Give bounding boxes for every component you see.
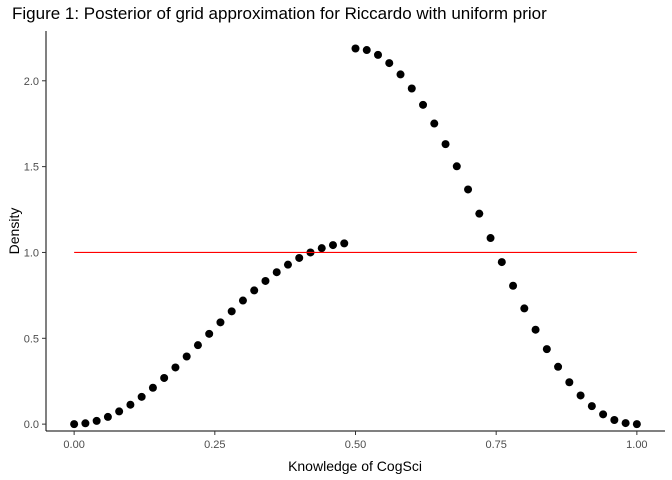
- axes: [45, 31, 665, 432]
- data-point: [610, 416, 619, 425]
- data-point: [464, 185, 473, 194]
- data-point: [92, 416, 101, 425]
- data-point: [171, 363, 180, 372]
- data-point: [554, 362, 563, 371]
- data-point: [182, 352, 191, 361]
- data-point: [250, 286, 259, 295]
- data-point: [216, 318, 225, 327]
- data-point: [70, 420, 79, 429]
- data-point: [632, 420, 641, 429]
- y-axis-title: Density: [6, 208, 22, 255]
- data-point: [272, 268, 281, 277]
- x-tick-label: 1.00: [626, 439, 647, 451]
- data-point: [340, 239, 349, 248]
- x-axis-title: Knowledge of CogSci: [288, 458, 422, 474]
- x-tick-label: 0.25: [204, 439, 225, 451]
- data-point: [283, 260, 292, 269]
- data-point: [576, 391, 585, 400]
- data-point: [497, 258, 506, 267]
- data-point: [261, 276, 270, 285]
- data-point: [486, 234, 495, 243]
- data-point: [295, 253, 304, 262]
- data-point: [385, 59, 394, 68]
- y-tick-label: 0.5: [24, 333, 39, 345]
- posterior-curve: [70, 44, 641, 429]
- data-point: [407, 84, 416, 93]
- data-point: [317, 244, 326, 253]
- y-tick-label: 0.0: [24, 419, 39, 431]
- data-point: [362, 46, 371, 55]
- data-point: [148, 383, 157, 392]
- data-point: [115, 407, 124, 416]
- data-point: [509, 281, 518, 290]
- data-point: [531, 325, 540, 334]
- x-tick-label: 0.00: [63, 439, 84, 451]
- data-point: [193, 341, 202, 350]
- data-point: [565, 378, 574, 387]
- data-point: [374, 50, 383, 59]
- data-point: [599, 410, 608, 419]
- data-point: [160, 373, 169, 382]
- chart-title: Figure 1: Posterior of grid approximatio…: [12, 4, 547, 23]
- data-point: [452, 162, 461, 171]
- data-point: [621, 419, 630, 428]
- data-point: [227, 307, 236, 316]
- data-point: [441, 140, 450, 149]
- data-point: [542, 345, 551, 354]
- data-point: [430, 119, 439, 128]
- data-point: [419, 100, 428, 109]
- data-point: [126, 400, 135, 409]
- data-point: [475, 209, 484, 218]
- y-tick-label: 2.0: [24, 76, 39, 88]
- data-point: [351, 44, 360, 53]
- data-point: [328, 241, 337, 250]
- x-tick-label: 0.50: [345, 439, 366, 451]
- x-tick-label: 0.75: [485, 439, 506, 451]
- data-point: [238, 296, 247, 305]
- data-point: [137, 392, 146, 401]
- data-point: [103, 412, 112, 421]
- y-tick-label: 1.5: [24, 162, 39, 174]
- data-point: [520, 304, 529, 313]
- y-tick-label: 1.0: [24, 247, 39, 259]
- data-point: [81, 419, 90, 428]
- data-point: [205, 329, 214, 338]
- data-point: [587, 402, 596, 411]
- y-ticks: 0.0 0.5 1.0 1.5 2.0: [24, 76, 46, 431]
- data-point: [396, 70, 405, 79]
- plot-area: [70, 44, 641, 429]
- x-ticks: 0.00 0.25 0.50 0.75 1.00: [63, 431, 648, 451]
